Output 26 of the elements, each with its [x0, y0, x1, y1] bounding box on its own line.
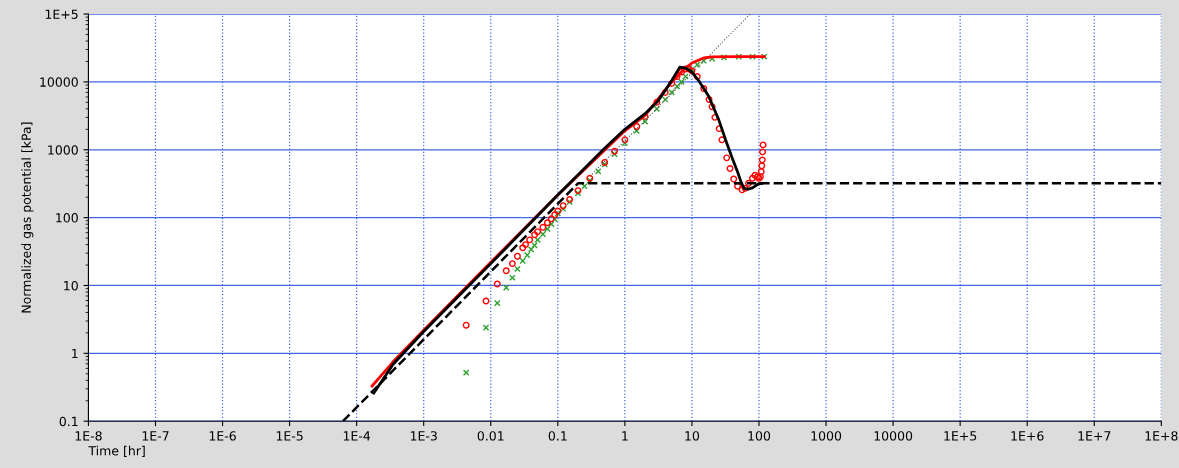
x-tick-label: 1E+7 — [1078, 431, 1111, 441]
x-tick-label: 1E-4 — [343, 431, 371, 441]
y-axis-title: Normalized gas potential [kPa] — [21, 122, 34, 313]
y-tick-label: 1E+5 — [45, 9, 78, 19]
x-tick-label: 1E+8 — [1145, 431, 1178, 441]
x-tick-label: 0.1 — [548, 431, 567, 441]
x-tick-label: 1E+5 — [944, 431, 977, 441]
x-tick-label: 1E+6 — [1011, 431, 1044, 441]
x-tick-label: 100 — [748, 431, 771, 441]
y-tick-label: 100 — [56, 213, 78, 223]
y-tick-label: 0.1 — [59, 416, 78, 427]
y-tick-label: 10 — [64, 280, 78, 291]
x-tick-label: 0.01 — [477, 431, 504, 441]
x-tick-label: 1E-6 — [209, 431, 236, 441]
y-tick-label: 1000 — [48, 145, 78, 155]
x-tick-label: 10000 — [874, 431, 913, 441]
x-tick-label: 1E-8 — [75, 431, 102, 441]
x-tick-label: 1E-3 — [410, 431, 437, 441]
y-tick-label: 1 — [72, 348, 78, 359]
x-axis-title: Time [hr] — [88, 445, 145, 457]
x-tick-label: 1000 — [811, 431, 842, 441]
x-tick-label: 1E-5 — [276, 431, 303, 441]
x-tick-label: 1E-7 — [142, 431, 169, 441]
x-tick-label: 10 — [685, 431, 700, 441]
x-tick-label: 1 — [622, 431, 628, 441]
y-tick-label: 10000 — [40, 77, 78, 87]
